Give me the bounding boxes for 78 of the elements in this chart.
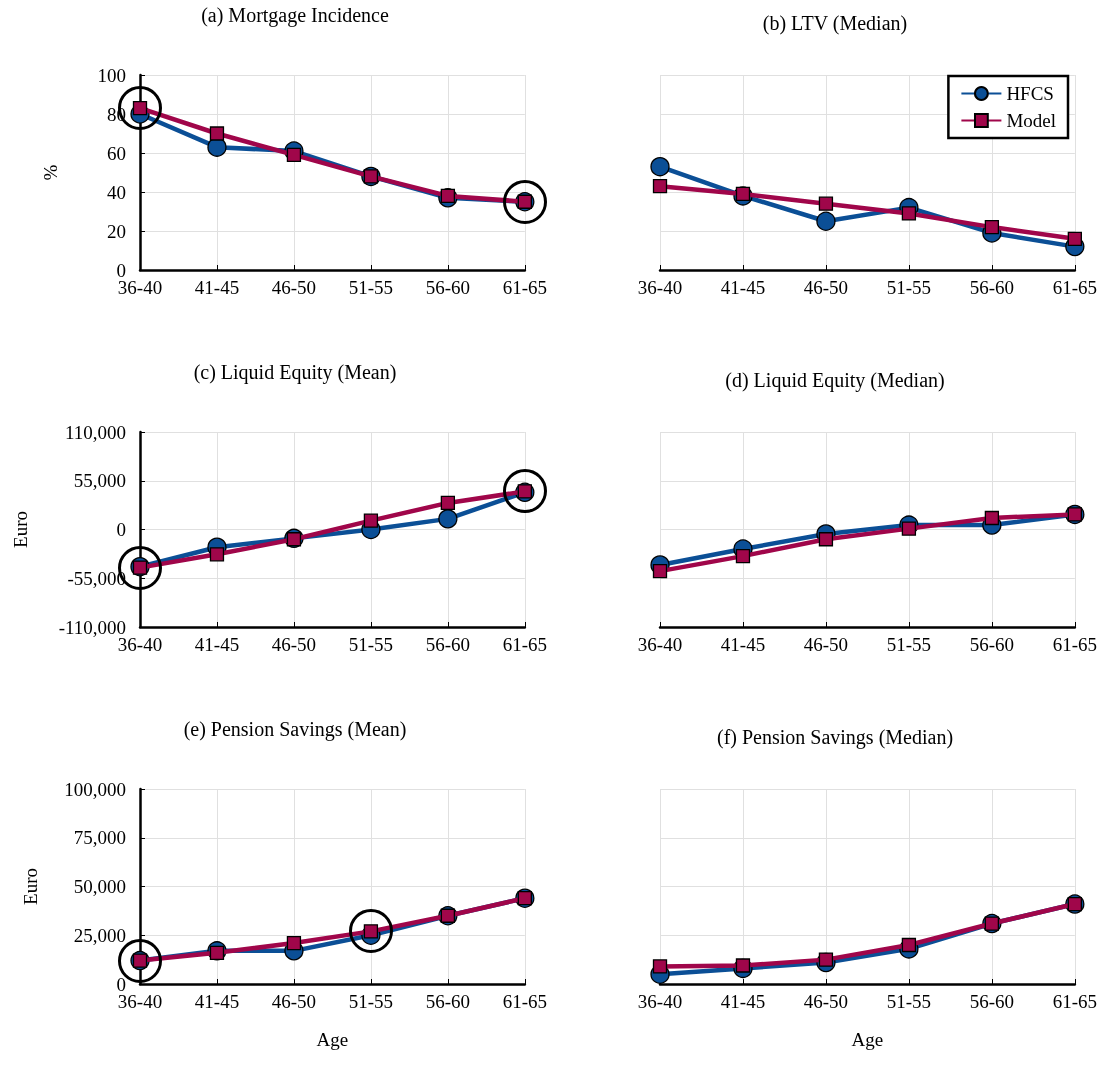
chart-title: (e) Pension Savings (Mean) <box>183 718 407 741</box>
x-tick-label: 61-65 <box>502 277 547 298</box>
y-axis-title: Euro <box>20 868 41 905</box>
x-tick-label: 51-55 <box>886 634 932 655</box>
x-axis-title: Age <box>851 1029 884 1050</box>
x-tick-label: 46-50 <box>271 277 317 298</box>
point <box>984 219 1000 235</box>
point <box>286 935 302 951</box>
chart-title: (d) Liquid Equity (Median) <box>725 369 945 392</box>
x-tick-label: 51-55 <box>886 277 932 298</box>
point <box>363 513 379 528</box>
x-tick-label: 51-55 <box>348 991 394 1012</box>
x-tick-label: 61-65 <box>1052 991 1097 1012</box>
y-tick-label: 50,000 <box>73 876 126 897</box>
y-axis-title: Euro <box>10 511 31 548</box>
x-tick-label: 56-60 <box>969 634 1015 655</box>
point <box>209 547 225 562</box>
y-tick-label: 60 <box>107 142 126 164</box>
chart-title: (f) Pension Savings (Median) <box>716 726 954 749</box>
x-tick-label: 61-65 <box>1052 277 1097 298</box>
y-tick-label: 40 <box>107 181 126 203</box>
y-tick-label: 100 <box>97 64 126 86</box>
x-tick-label: 41-45 <box>194 991 240 1012</box>
x-tick-label: 51-55 <box>886 991 932 1012</box>
y-tick-label: 100,000 <box>64 778 126 800</box>
x-tick-label: 41-45 <box>720 634 766 655</box>
legend-label: Model <box>1006 110 1056 131</box>
x-tick-label: 56-60 <box>969 991 1015 1012</box>
x-tick-label: 41-45 <box>720 277 766 298</box>
point <box>1067 231 1082 246</box>
x-tick-label: 56-60 <box>969 277 1015 298</box>
point <box>209 126 225 141</box>
y-tick-label: 20 <box>107 220 126 242</box>
x-tick-label: 46-50 <box>271 634 317 655</box>
x-tick-label: 51-55 <box>348 277 394 298</box>
point <box>652 179 668 194</box>
point <box>901 521 917 536</box>
x-tick-label: 56-60 <box>425 634 471 655</box>
point <box>286 147 302 163</box>
y-tick-label: 25,000 <box>73 924 126 946</box>
x-tick-label: 61-65 <box>1052 634 1097 655</box>
x-tick-label: 56-60 <box>425 277 471 298</box>
x-tick-label: 46-50 <box>271 991 317 1012</box>
y-axis-title: % <box>40 164 61 181</box>
x-tick-label: 61-65 <box>502 634 547 655</box>
point <box>735 548 751 564</box>
point <box>652 564 668 579</box>
point <box>440 495 456 511</box>
point <box>650 157 670 177</box>
x-tick-label: 41-45 <box>720 991 766 1012</box>
point <box>652 959 668 974</box>
point <box>818 532 834 547</box>
x-tick-label: 41-45 <box>194 634 240 655</box>
chart-title: (c) Liquid Equity (Mean) <box>193 361 397 384</box>
x-tick-label: 46-50 <box>803 634 849 655</box>
point <box>816 211 836 231</box>
y-tick-label: 110,000 <box>64 421 126 443</box>
y-tick-label: 75,000 <box>73 827 126 849</box>
point <box>984 510 1000 526</box>
chart-title: (b) LTV (Median) <box>762 12 908 35</box>
x-tick-label: 36-40 <box>637 634 683 655</box>
point <box>818 196 834 211</box>
y-tick-label: 55,000 <box>73 470 126 492</box>
x-tick-label: 46-50 <box>803 277 849 298</box>
x-tick-label: 36-40 <box>637 991 683 1012</box>
y-tick-label: 0 <box>116 519 126 540</box>
legend-label: HFCS <box>1006 83 1054 104</box>
point <box>901 937 917 953</box>
point <box>438 509 458 529</box>
x-tick-label: 41-45 <box>194 277 240 298</box>
x-tick-label: 36-40 <box>637 277 683 298</box>
x-tick-label: 46-50 <box>803 991 849 1012</box>
x-axis-title: Age <box>316 1029 349 1050</box>
point <box>901 206 917 221</box>
x-tick-label: 61-65 <box>502 991 547 1012</box>
x-tick-label: 56-60 <box>425 991 471 1012</box>
chart-title: (a) Mortgage Incidence <box>201 4 389 27</box>
x-tick-label: 51-55 <box>348 634 394 655</box>
